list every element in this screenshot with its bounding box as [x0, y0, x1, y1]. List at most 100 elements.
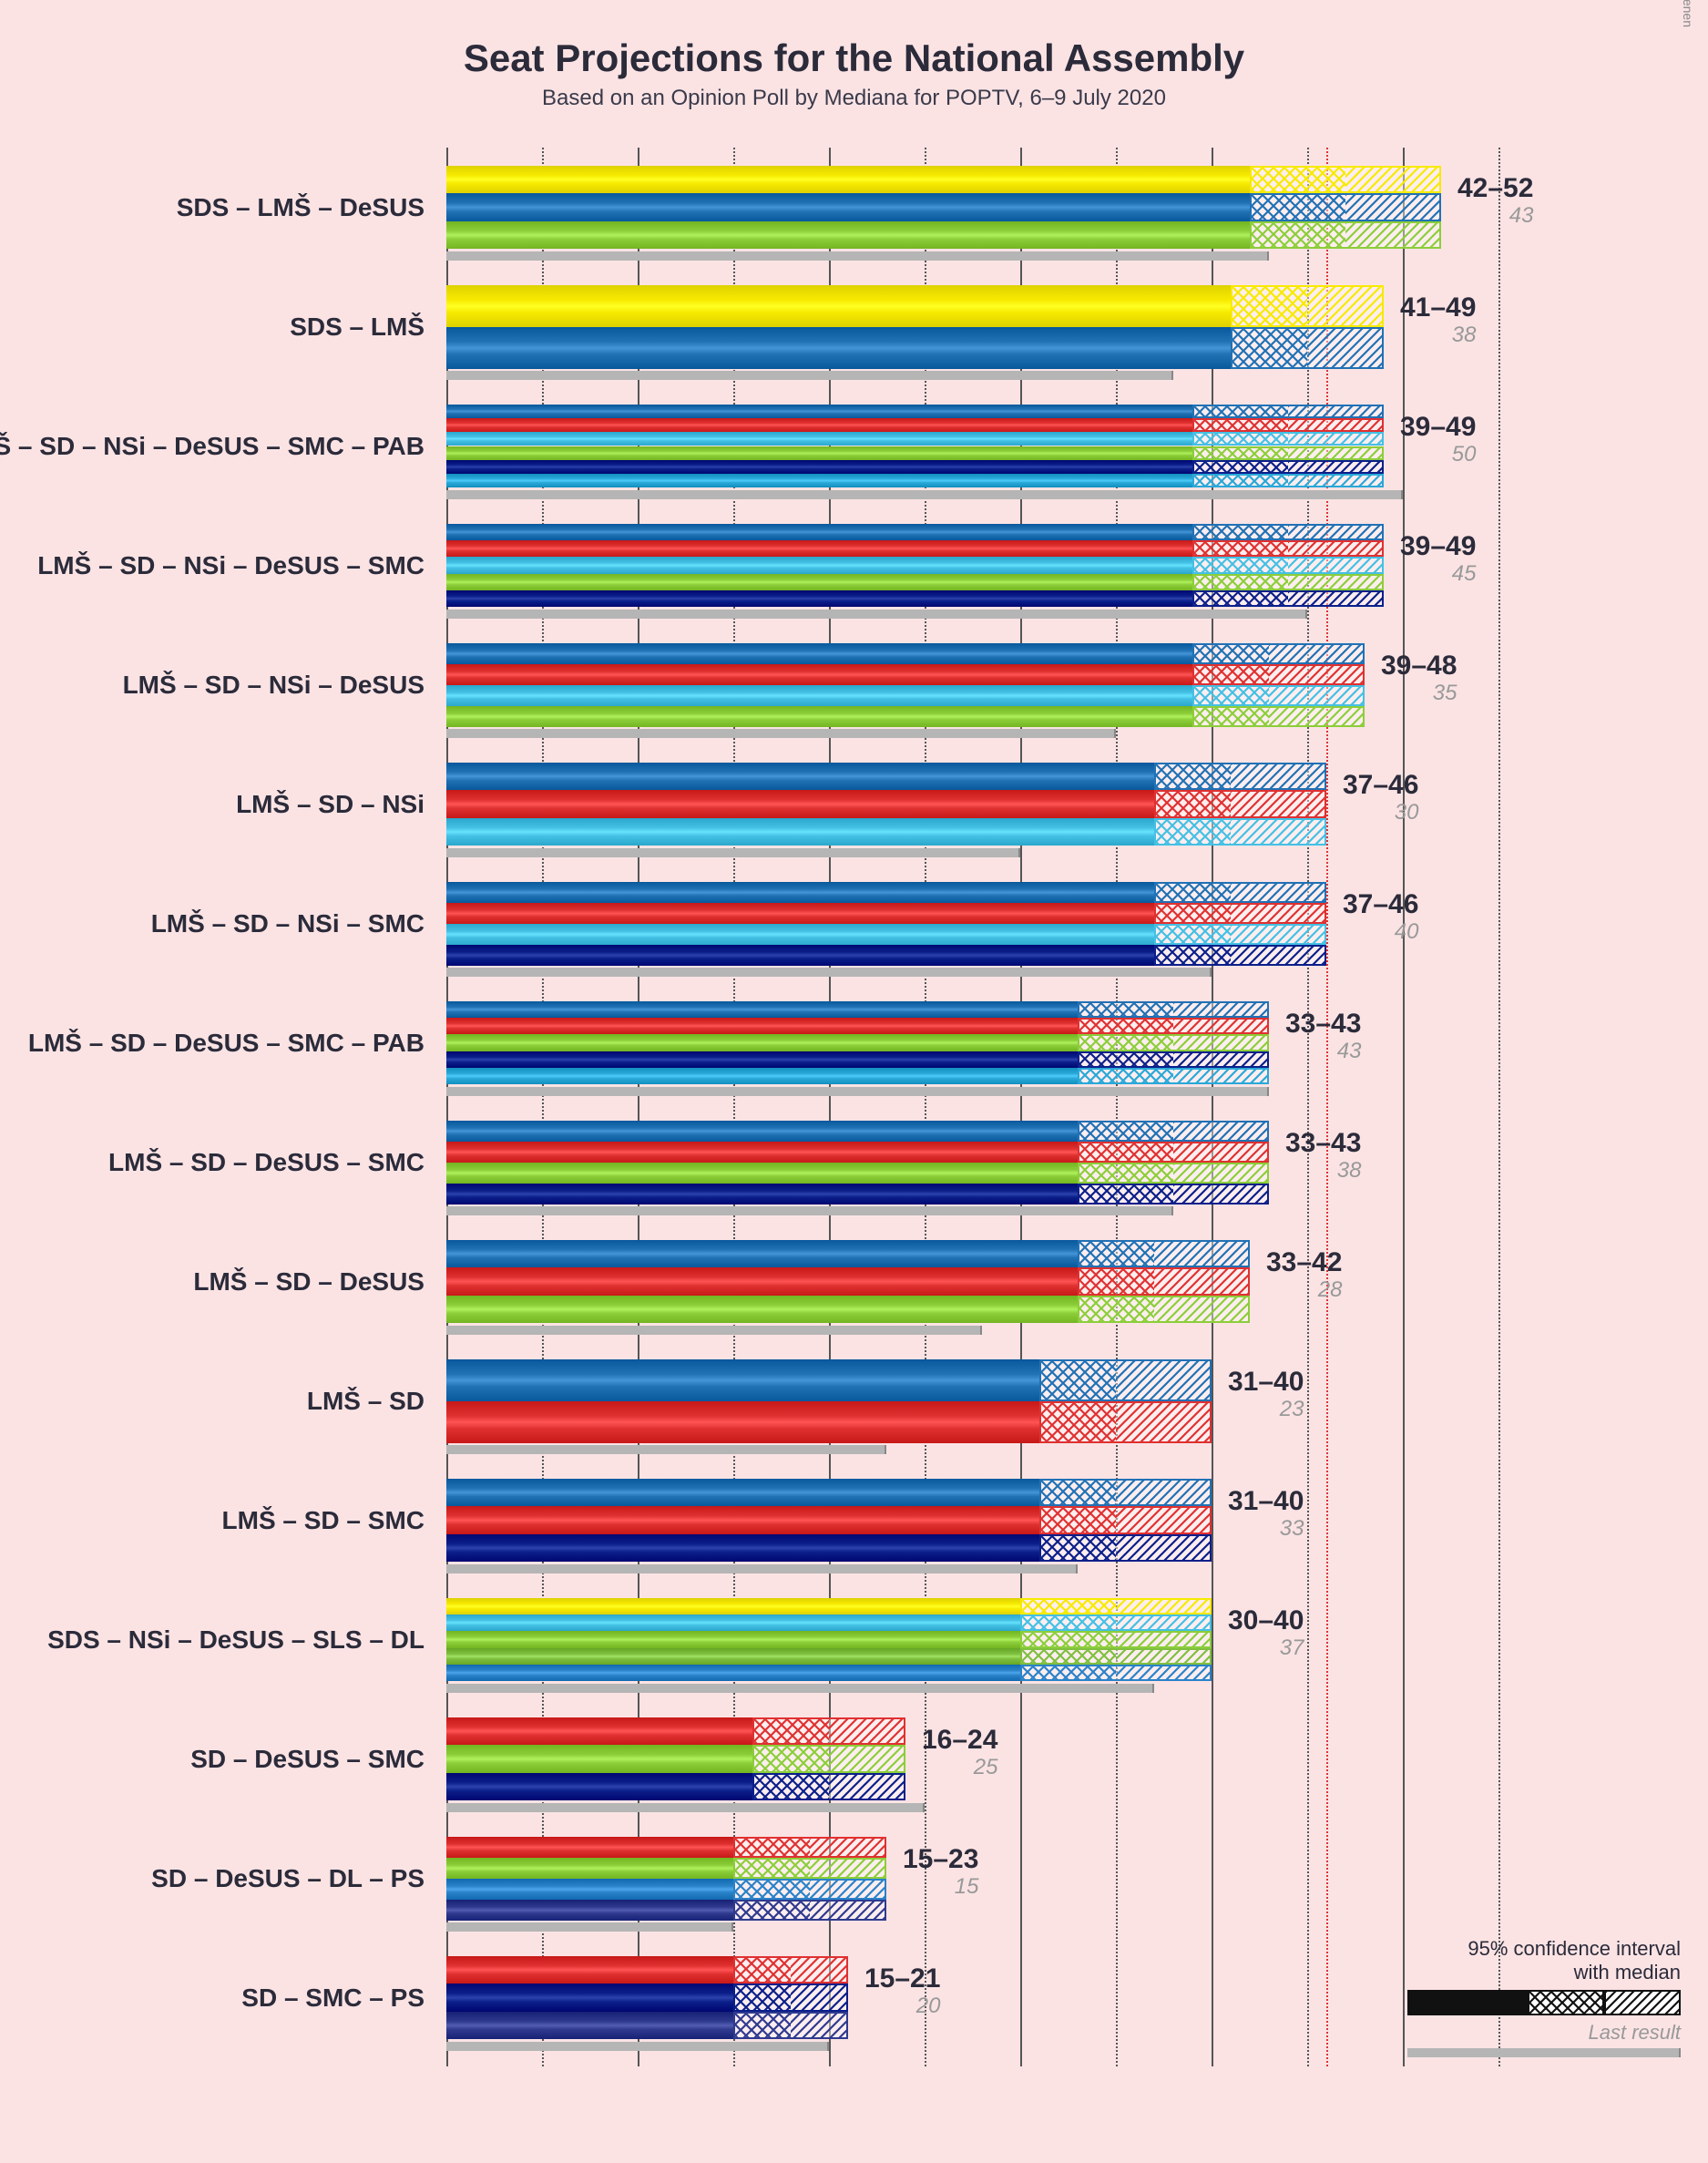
chart-rows: SDS – LMŠ – DeSUS42–5243SDS – LMŠ41–4938…	[446, 148, 1498, 2057]
coalition-value: 33–4338	[1269, 1128, 1361, 1184]
last-result-bar	[446, 729, 1116, 738]
ci-range-text: 16–24	[922, 1725, 997, 1755]
coalition-label: LMŠ – SD – SMC	[222, 1506, 446, 1535]
last-result-bar	[446, 1922, 733, 1932]
last-result-text: 28	[1266, 1277, 1342, 1303]
last-result-bar	[446, 848, 1020, 857]
coalition-bar: 37–4640	[446, 882, 1498, 966]
party-strip	[446, 1142, 1269, 1163]
coalition-label: LMŠ – SD	[307, 1387, 446, 1416]
copyright-note: © 2020 Filip van Laenen	[1681, 0, 1695, 27]
coalition-row: LMŠ – SD – NSi – DeSUS39–4835	[446, 625, 1498, 744]
coalition-row: LMŠ – SD – NSi – DeSUS – SMC39–4945	[446, 506, 1498, 625]
party-strip	[446, 1615, 1212, 1631]
chart-plot-area: SDS – LMŠ – DeSUS42–5243SDS – LMŠ41–4938…	[446, 148, 1498, 2066]
coalition-row: SD – SMC – PS15–2120	[446, 1938, 1498, 2057]
last-result-bar	[446, 1684, 1154, 1693]
coalition-bar: 15–2120	[446, 1956, 1498, 2040]
party-strip	[446, 524, 1384, 540]
party-strip	[446, 945, 1326, 966]
ci-range-text: 33–43	[1285, 1009, 1361, 1039]
coalition-bar: 39–4945	[446, 524, 1498, 608]
party-strip	[446, 540, 1384, 557]
party-strip	[446, 1001, 1269, 1018]
party-strip	[446, 1359, 1212, 1401]
last-result-text: 20	[864, 1994, 940, 2019]
party-strip	[446, 1956, 848, 1984]
party-strip	[446, 1717, 905, 1746]
party-strip	[446, 818, 1326, 846]
ci-range-text: 33–42	[1266, 1247, 1342, 1277]
chart-title: Seat Projections for the National Assemb…	[27, 36, 1681, 80]
party-strip	[446, 1506, 1212, 1534]
party-strip	[446, 405, 1384, 418]
coalition-label: LMŠ – SD – NSi – SMC	[151, 909, 446, 938]
coalition-row: LMŠ – SD – NSi – SMC37–4640	[446, 864, 1498, 983]
party-strip	[446, 193, 1441, 221]
coalition-row: SDS – LMŠ – DeSUS42–5243	[446, 148, 1498, 267]
coalition-label: SDS – LMŠ	[290, 313, 446, 342]
party-strip	[446, 924, 1326, 945]
last-result-text: 30	[1343, 800, 1418, 825]
last-result-text: 38	[1400, 323, 1476, 348]
last-result-text: 35	[1381, 681, 1457, 706]
party-strip	[446, 221, 1441, 250]
party-strip	[446, 1163, 1269, 1184]
coalition-value: 37–4630	[1326, 770, 1418, 825]
coalition-label: LMŠ – SD – DeSUS – SMC	[108, 1148, 446, 1177]
party-strip	[446, 1051, 1269, 1068]
ci-range-text: 42–52	[1457, 173, 1533, 203]
party-strip	[446, 763, 1326, 791]
last-result-bar	[446, 1326, 982, 1335]
coalition-value: 33–4343	[1269, 1009, 1361, 1064]
ci-range-text: 33–43	[1285, 1128, 1361, 1158]
coalition-row: SDS – LMŠ41–4938	[446, 267, 1498, 386]
party-strip	[446, 1900, 886, 1921]
coalition-value: 33–4228	[1250, 1247, 1342, 1303]
coalition-row: LMŠ – SD31–4023	[446, 1341, 1498, 1461]
last-result-text: 43	[1457, 203, 1533, 229]
coalition-row: SD – DeSUS – DL – PS15–2315	[446, 1819, 1498, 1938]
coalition-value: 39–4945	[1384, 531, 1476, 587]
coalition-row: SDS – NSi – DeSUS – SLS – DL30–4037	[446, 1580, 1498, 1699]
coalition-label: LMŠ – SD – NSi – DeSUS – SMC – PAB	[0, 432, 446, 461]
coalition-label: SD – DeSUS – DL – PS	[151, 1864, 446, 1893]
party-strip	[446, 1598, 1212, 1615]
coalition-value: 39–4835	[1365, 651, 1457, 706]
party-strip	[446, 1184, 1269, 1205]
party-strip	[446, 1479, 1212, 1507]
coalition-bar: 33–4343	[446, 1001, 1498, 1085]
party-strip	[446, 1631, 1212, 1647]
ci-range-text: 37–46	[1343, 770, 1418, 800]
coalition-bar: 31–4023	[446, 1359, 1498, 1443]
party-strip	[446, 460, 1384, 474]
ci-range-text: 41–49	[1400, 292, 1476, 323]
last-result-text: 23	[1228, 1397, 1304, 1422]
coalition-bar: 41–4938	[446, 285, 1498, 369]
party-strip	[446, 1837, 886, 1858]
party-strip	[446, 1034, 1269, 1051]
last-result-bar	[446, 1206, 1173, 1215]
last-result-text: 40	[1343, 919, 1418, 945]
coalition-row: LMŠ – SD – DeSUS – SMC – PAB33–4343	[446, 983, 1498, 1102]
party-strip	[446, 1296, 1250, 1324]
party-strip	[446, 706, 1365, 727]
coalition-bar: 31–4033	[446, 1479, 1498, 1563]
party-strip	[446, 474, 1384, 487]
party-strip	[446, 574, 1384, 590]
party-strip	[446, 2012, 848, 2040]
party-strip	[446, 903, 1326, 924]
party-strip	[446, 1665, 1212, 1681]
coalition-value: 42–5243	[1441, 173, 1533, 229]
party-strip	[446, 664, 1365, 685]
party-strip	[446, 1745, 905, 1773]
last-result-text: 25	[922, 1755, 997, 1780]
party-strip	[446, 1018, 1269, 1034]
ci-range-text: 30–40	[1228, 1605, 1304, 1635]
coalition-value: 31–4023	[1212, 1367, 1304, 1422]
coalition-bar: 30–4037	[446, 1598, 1498, 1682]
last-result-bar	[446, 1803, 925, 1812]
ci-range-text: 37–46	[1343, 889, 1418, 919]
coalition-row: LMŠ – SD – SMC31–4033	[446, 1461, 1498, 1580]
party-strip	[446, 1121, 1269, 1142]
